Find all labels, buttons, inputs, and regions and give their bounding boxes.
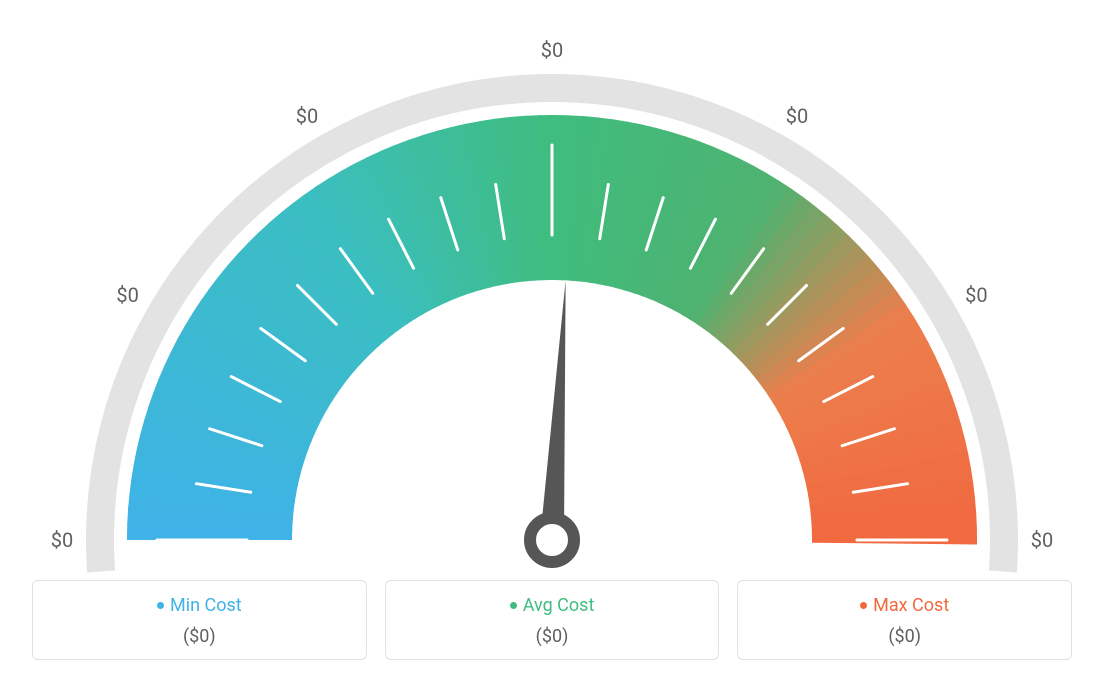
legend-row: Min Cost ($0) Avg Cost ($0) Max Cost ($0… bbox=[32, 580, 1072, 660]
dot-icon bbox=[157, 602, 164, 609]
legend-avg-label: Avg Cost bbox=[523, 595, 595, 616]
legend-max-value: ($0) bbox=[748, 626, 1061, 647]
gauge-tick-label: $0 bbox=[965, 283, 987, 307]
legend-avg: Avg Cost ($0) bbox=[385, 580, 720, 660]
gauge-tick-label: $0 bbox=[116, 283, 138, 307]
gauge-tick-label: $0 bbox=[786, 104, 808, 128]
legend-avg-value: ($0) bbox=[396, 626, 709, 647]
gauge-tick-label: $0 bbox=[541, 38, 563, 62]
legend-min-label: Min Cost bbox=[170, 595, 242, 616]
dot-icon bbox=[860, 602, 867, 609]
gauge-tick-label: $0 bbox=[1031, 528, 1053, 552]
gauge-tick-label: $0 bbox=[51, 528, 73, 552]
legend-max: Max Cost ($0) bbox=[737, 580, 1072, 660]
gauge-tick-label: $0 bbox=[296, 104, 318, 128]
legend-min: Min Cost ($0) bbox=[32, 580, 367, 660]
gauge-dial: $0 $0 $0 $0 $0 $0 $0 bbox=[20, 20, 1084, 580]
legend-min-value: ($0) bbox=[43, 626, 356, 647]
cost-gauge-chart: $0 $0 $0 $0 $0 $0 $0 Min Cost ($0) Avg Cost ($… bbox=[20, 20, 1084, 660]
legend-max-label: Max Cost bbox=[873, 595, 949, 616]
dot-icon bbox=[510, 602, 517, 609]
